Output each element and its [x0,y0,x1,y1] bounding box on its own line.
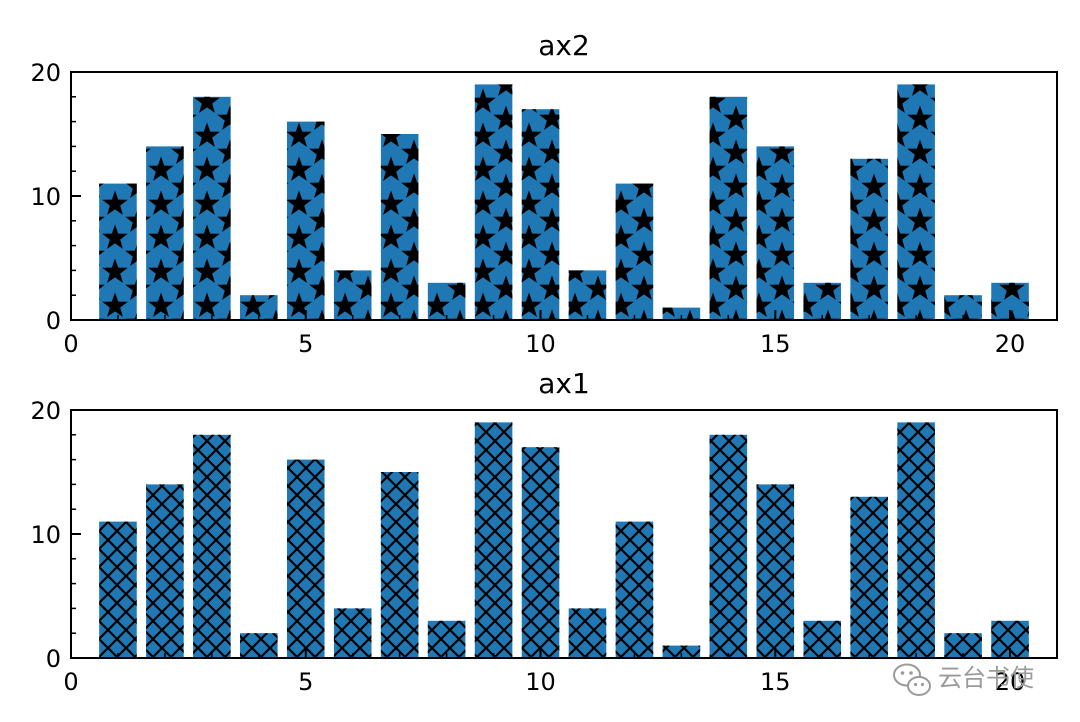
bar [427,620,466,658]
x-tick-label: 0 [63,330,78,358]
bar [474,84,513,321]
bar [286,121,325,320]
y-tick-label: 20 [30,59,61,87]
y-tick-label: 20 [30,397,61,425]
bar [615,521,654,658]
bar [662,307,701,320]
bar [474,422,513,658]
bar [99,183,137,320]
x-tick-label: 0 [63,668,78,696]
bar [897,84,935,321]
bar [427,282,466,320]
bar [756,484,795,658]
bars-layer [99,422,1029,658]
bar [944,295,982,320]
bar [709,434,748,658]
bar [333,270,372,320]
bar [193,434,231,658]
subplot-ax1: ax1 0 5 10 15 20 0 10 20 [30,367,1058,696]
bar [380,472,419,658]
watermark: 云台书使 [893,663,1034,696]
x-tick-label: 15 [760,330,791,358]
bar [146,146,184,320]
y-tick-label: 0 [46,307,61,335]
subplot-ax2: ax2 0 5 10 15 20 0 10 20 [30,29,1058,358]
bar [380,134,419,320]
y-tick-label: 10 [30,521,61,549]
wechat-icon [893,663,931,696]
bar [333,608,372,658]
x-tick-label: 10 [525,330,556,358]
subplot-title: ax1 [538,367,590,400]
x-tick-label: 5 [298,668,313,696]
bar [615,183,654,320]
bar [662,645,701,658]
y-tick-label: 10 [30,183,61,211]
ticks-layer: 0 5 10 15 20 0 10 20 [30,59,1058,358]
bar [991,620,1029,658]
axes-frame [70,71,1058,321]
watermark-text: 云台书使 [938,664,1034,692]
x-tick-label: 20 [995,330,1026,358]
bar [709,96,748,320]
x-tick-label: 20 [995,668,1026,696]
bar [568,270,607,320]
x-tick-label: 15 [760,668,791,696]
bar [803,620,842,658]
bar [193,96,231,320]
bar [99,521,137,658]
bar [756,146,795,320]
bar [521,447,560,658]
subplot-title: ax2 [538,29,590,62]
bar [568,608,607,658]
bars-layer [99,84,1029,321]
bar [521,109,560,320]
bar [850,496,888,658]
x-tick-label: 5 [298,330,313,358]
x-tick-label: 10 [525,668,556,696]
axes-frame [70,409,1058,659]
bar [850,158,888,320]
bar [146,484,184,658]
bar [803,282,842,320]
y-tick-label: 0 [46,645,61,673]
bar [897,422,935,658]
bar [286,459,325,658]
